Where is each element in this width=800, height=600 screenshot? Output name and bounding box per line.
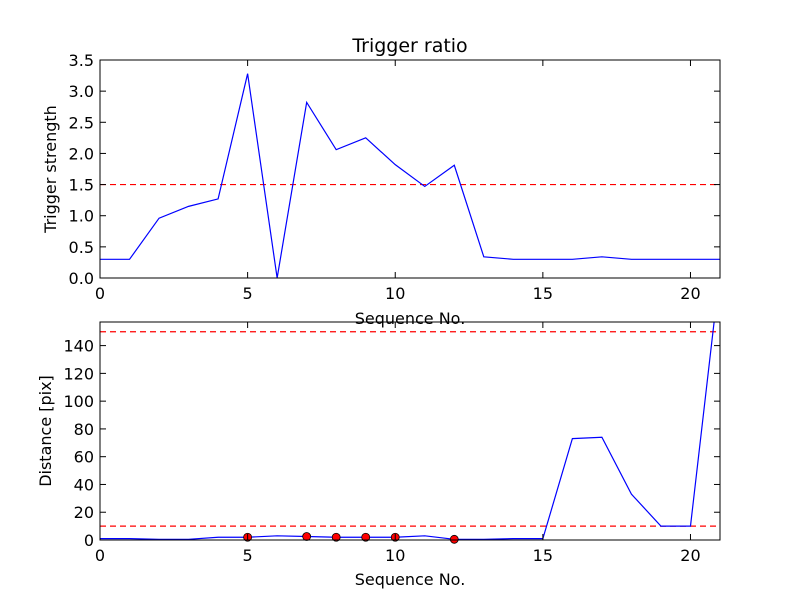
x-axis-label: Sequence No. — [355, 570, 466, 589]
y-tick-label: 140 — [63, 337, 94, 356]
data-point — [361, 532, 371, 542]
y-tick-label: 2.0 — [69, 144, 94, 163]
x-tick-label: 20 — [680, 284, 700, 303]
y-tick-label: 0.5 — [69, 238, 94, 257]
data-point — [449, 534, 459, 544]
trigger-ratio-chart: Trigger ratio Sequence No. Trigger stren… — [41, 35, 721, 328]
x-tick-label: 15 — [533, 284, 553, 303]
data-point — [331, 532, 341, 542]
series-line — [100, 322, 715, 540]
x-tick-label: 15 — [533, 546, 553, 565]
data-point — [302, 532, 312, 541]
y-tick-label: 1.5 — [69, 176, 94, 195]
y-tick-label: 40 — [74, 475, 94, 494]
chart-title: Trigger ratio — [351, 35, 467, 57]
x-tick-label: 0 — [95, 284, 105, 303]
distance-chart: Sequence No. Distance [pix] 0 5 10 15 20 0 20 4… — [36, 321, 721, 589]
y-tick-label: 80 — [74, 420, 94, 439]
y-tick-label: 20 — [74, 503, 94, 522]
y-tick-label: 0.0 — [69, 269, 94, 288]
y-axis-label: Trigger strength — [41, 105, 60, 234]
y-tick-label: 60 — [74, 448, 94, 467]
y-tick-label: 100 — [63, 392, 94, 411]
y-tick-label: 3.0 — [69, 82, 94, 101]
y-tick-label: 2.5 — [69, 113, 94, 132]
y-tick-label: 3.5 — [69, 51, 94, 70]
y-tick-label: 0 — [84, 531, 94, 550]
plot-frame — [99, 59, 721, 279]
plot-frame — [99, 321, 721, 541]
series-line — [100, 73, 720, 278]
y-tick-label: 1.0 — [69, 207, 94, 226]
x-tick-label: 20 — [680, 546, 700, 565]
x-tick-label: 5 — [243, 284, 253, 303]
x-tick-label: 0 — [95, 546, 105, 565]
x-tick-label: 5 — [243, 546, 253, 565]
x-tick-label: 10 — [385, 284, 405, 303]
x-tick-label: 10 — [385, 546, 405, 565]
y-tick-label: 120 — [63, 364, 94, 383]
x-axis-label: Sequence No. — [355, 309, 466, 328]
y-axis-label: Distance [pix] — [36, 375, 55, 487]
